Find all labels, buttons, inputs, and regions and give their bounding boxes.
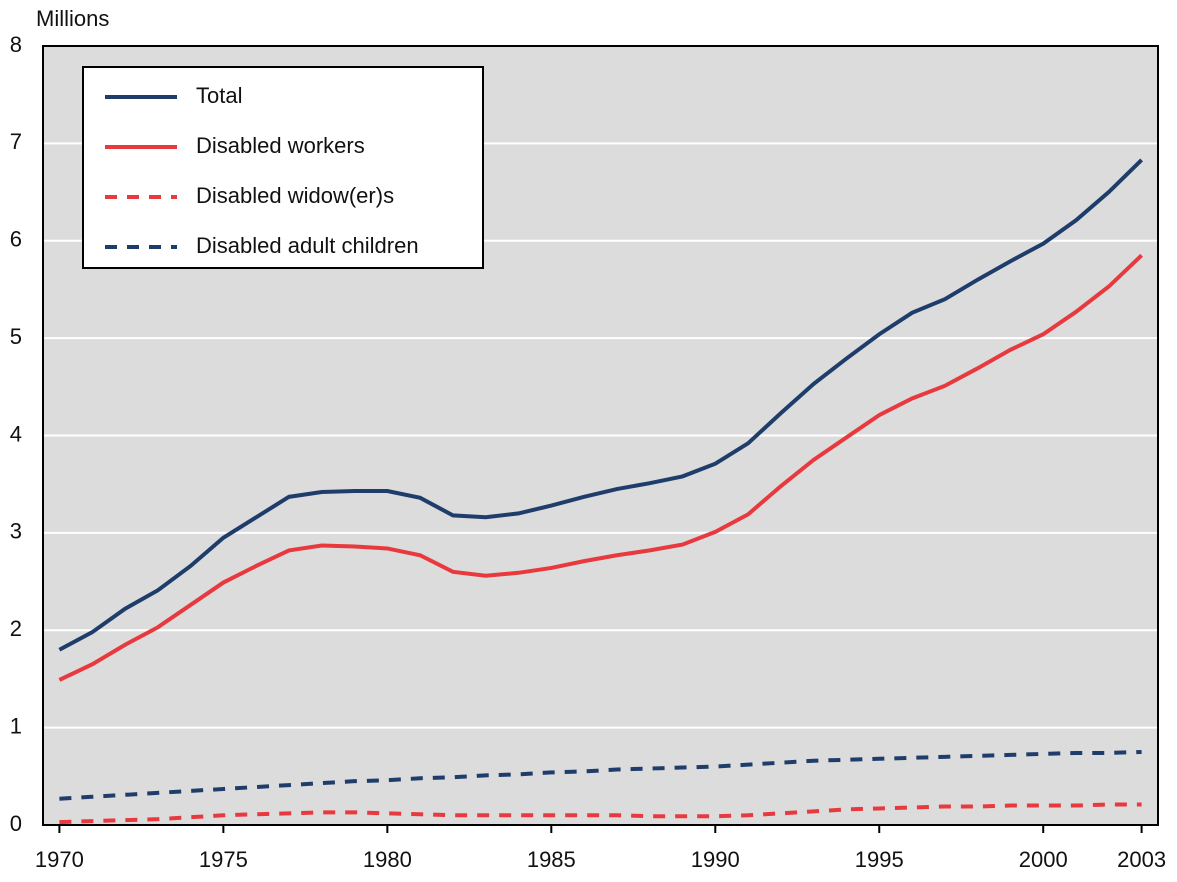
plot-frame bbox=[42, 45, 1159, 826]
x-tick-label: 1985 bbox=[527, 847, 576, 872]
y-tick-label: 8 bbox=[10, 32, 22, 57]
legend-label: Total bbox=[196, 83, 242, 108]
legend-box bbox=[82, 66, 484, 269]
series-line bbox=[59, 802, 1142, 825]
y-axis-label: Millions bbox=[36, 6, 109, 31]
series-line bbox=[58, 253, 1143, 682]
x-tick-label: 2000 bbox=[1019, 847, 1068, 872]
y-tick-label: 1 bbox=[10, 713, 22, 738]
x-tick-label: 1995 bbox=[855, 847, 904, 872]
x-tick-label: 1970 bbox=[35, 847, 84, 872]
legend-label: Disabled adult children bbox=[196, 233, 419, 258]
x-tick-label: 1975 bbox=[199, 847, 248, 872]
y-tick-label: 3 bbox=[10, 519, 22, 544]
y-tick-label: 7 bbox=[10, 129, 22, 154]
y-tick-label: 4 bbox=[10, 421, 22, 446]
y-tick-label: 6 bbox=[10, 227, 22, 252]
y-tick-label: 0 bbox=[10, 811, 22, 836]
x-tick-label: 2003 bbox=[1117, 847, 1166, 872]
legend-label: Disabled workers bbox=[196, 133, 365, 158]
series-line bbox=[59, 749, 1142, 801]
series-line bbox=[58, 158, 1143, 652]
x-tick-label: 1990 bbox=[691, 847, 740, 872]
legend-label: Disabled widow(er)s bbox=[196, 183, 394, 208]
x-tick-label: 1980 bbox=[363, 847, 412, 872]
y-tick-label: 5 bbox=[10, 324, 22, 349]
y-tick-label: 2 bbox=[10, 616, 22, 641]
